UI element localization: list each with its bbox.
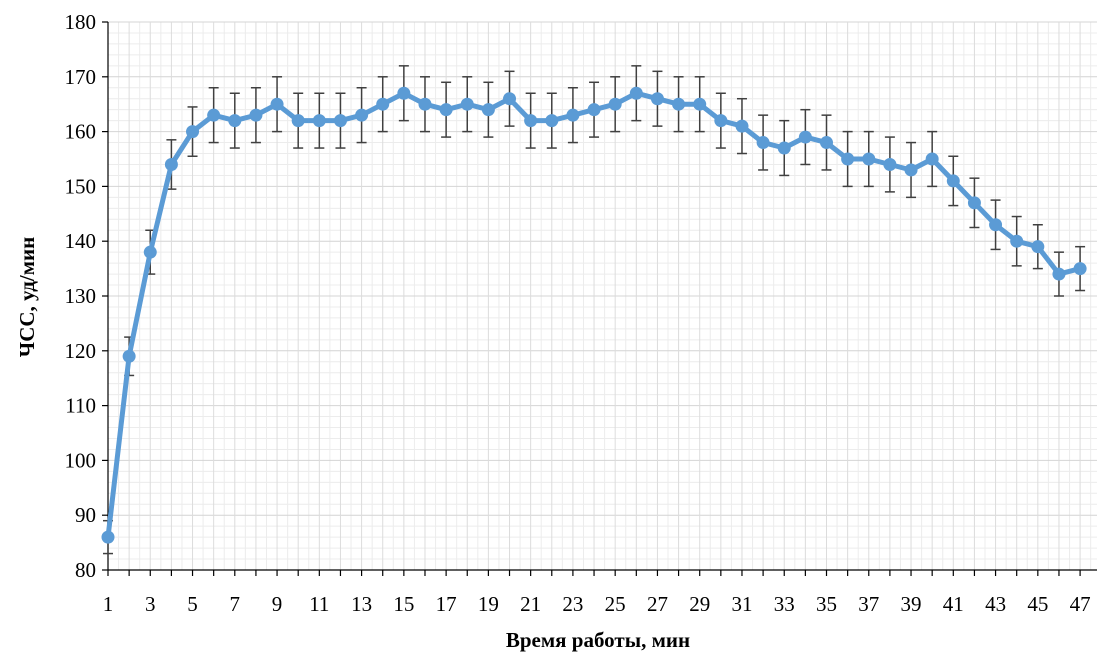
data-point (481, 103, 495, 117)
x-tick-label: 35 (816, 592, 837, 616)
x-tick-label: 3 (145, 592, 156, 616)
data-point (1073, 262, 1087, 276)
data-point (714, 114, 728, 128)
x-tick-label: 19 (478, 592, 499, 616)
x-tick-label: 7 (230, 592, 241, 616)
x-tick-label: 9 (272, 592, 283, 616)
data-point (312, 114, 326, 128)
data-point (101, 530, 115, 544)
data-point (925, 152, 939, 166)
x-tick-label: 25 (605, 592, 626, 616)
data-point (946, 174, 960, 188)
data-point (841, 152, 855, 166)
data-point (883, 157, 897, 171)
x-tick-label: 29 (689, 592, 710, 616)
data-point (122, 349, 136, 363)
y-tick-label: 90 (75, 503, 96, 527)
x-tick-label: 33 (774, 592, 795, 616)
x-tick-label: 11 (309, 592, 329, 616)
data-point (503, 92, 517, 106)
y-tick-label: 120 (65, 339, 97, 363)
data-point (333, 114, 347, 128)
x-tick-label: 47 (1070, 592, 1091, 616)
x-tick-label: 45 (1027, 592, 1048, 616)
data-point (545, 114, 559, 128)
data-point (1010, 234, 1024, 248)
y-tick-label: 130 (65, 284, 97, 308)
data-point (207, 108, 221, 122)
data-point (439, 103, 453, 117)
data-point (524, 114, 538, 128)
data-point (735, 119, 749, 133)
x-tick-label: 39 (901, 592, 922, 616)
data-point (608, 97, 622, 111)
data-point (270, 97, 284, 111)
data-point (904, 163, 918, 177)
data-point (355, 108, 369, 122)
axes (102, 21, 1097, 576)
y-tick-labels: 80 90 100 110 120 130 140 150 160 170 180 (65, 10, 97, 582)
data-point (1031, 240, 1045, 254)
x-tick-label: 37 (858, 592, 879, 616)
x-tick-label: 5 (187, 592, 198, 616)
data-point (989, 218, 1003, 232)
data-point (566, 108, 580, 122)
data-points (101, 86, 1087, 544)
data-point (186, 125, 200, 139)
data-point (693, 97, 707, 111)
x-tick-label: 23 (562, 592, 583, 616)
y-tick-label: 180 (65, 10, 97, 34)
data-point (249, 108, 263, 122)
data-point (397, 86, 411, 100)
x-tick-label: 1 (103, 592, 114, 616)
data-point (798, 130, 812, 144)
y-tick-label: 140 (65, 229, 97, 253)
x-tick-label: 21 (520, 592, 541, 616)
data-point (418, 97, 432, 111)
data-point (672, 97, 686, 111)
data-point (1052, 267, 1066, 281)
x-tick-label: 27 (647, 592, 668, 616)
data-point (650, 92, 664, 106)
data-point (164, 157, 178, 171)
data-point (629, 86, 643, 100)
data-point (587, 103, 601, 117)
data-point (967, 196, 981, 210)
y-tick-label: 100 (65, 448, 97, 472)
data-point (460, 97, 474, 111)
data-point (756, 136, 770, 150)
y-tick-label: 160 (65, 120, 97, 144)
x-tick-labels: 1 3 5 7 9 11 13 15 17 19 21 23 25 27 29 31 33 35 37 39 41 43 4… (103, 592, 1091, 616)
x-axis-title: Время работы, мин (506, 628, 690, 652)
y-tick-label: 170 (65, 65, 97, 89)
data-point (862, 152, 876, 166)
x-tick-label: 17 (436, 592, 457, 616)
data-point (777, 141, 791, 155)
x-tick-label: 13 (351, 592, 372, 616)
data-point (291, 114, 305, 128)
data-point (143, 245, 157, 259)
y-tick-label: 80 (75, 558, 96, 582)
y-axis-title: ЧСС, уд/мин (15, 237, 39, 357)
data-point (228, 114, 242, 128)
data-point (376, 97, 390, 111)
x-tick-label: 15 (393, 592, 414, 616)
y-tick-label: 150 (65, 174, 97, 198)
y-tick-label: 110 (65, 394, 96, 418)
data-point (820, 136, 834, 150)
x-tick-label: 43 (985, 592, 1006, 616)
x-tick-label: 31 (731, 592, 752, 616)
x-tick-label: 41 (943, 592, 964, 616)
